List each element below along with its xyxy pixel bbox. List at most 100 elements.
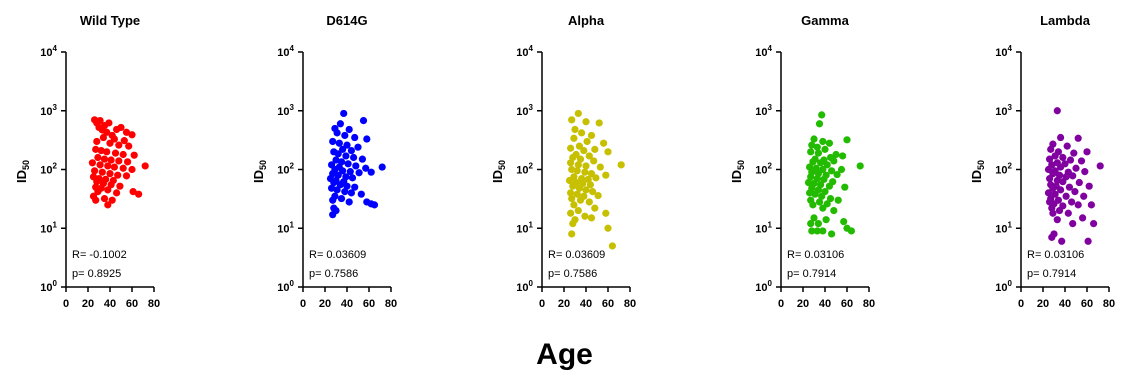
stat-p-value: p= 0.7914 [1027, 268, 1076, 280]
data-point [1071, 188, 1079, 196]
data-point [576, 155, 585, 163]
data-point [825, 139, 834, 147]
x-tick-label: 40 [104, 298, 116, 310]
data-point [91, 167, 99, 175]
data-point [99, 133, 107, 142]
y-tick-exponent: 3 [53, 103, 58, 112]
data-point [826, 194, 835, 203]
data-point [329, 137, 337, 146]
x-tick-label: 80 [148, 298, 160, 310]
data-point [119, 150, 127, 159]
data-point [568, 230, 576, 238]
y-tick-label: 103 [277, 103, 294, 118]
data-point [821, 145, 829, 153]
data-point [1069, 172, 1077, 180]
data-point [358, 155, 366, 163]
data-point [567, 159, 575, 167]
data-point [1057, 163, 1065, 171]
data-point [343, 182, 351, 190]
y-tick-exponent: 4 [290, 44, 295, 53]
data-point [114, 171, 122, 179]
data-point [810, 135, 818, 143]
x-axis-title: Age [536, 338, 593, 371]
y-tick-exponent: 2 [290, 162, 295, 171]
data-point [106, 139, 114, 147]
stat-p-value: p= 0.7586 [309, 268, 358, 280]
data-point [117, 123, 125, 132]
data-point [116, 182, 124, 190]
x-tick-label: 60 [126, 298, 138, 310]
data-point [587, 131, 596, 140]
data-point [573, 190, 581, 198]
data-point [128, 131, 136, 139]
y-tick-label: 104 [995, 44, 1012, 59]
data-point [809, 201, 817, 209]
data-point [602, 209, 610, 217]
data-point [582, 162, 590, 170]
chart-title: Wild Type [80, 13, 140, 28]
data-point [585, 198, 593, 206]
x-tick-label: 20 [82, 298, 94, 310]
y-tick-label: 101 [516, 220, 533, 235]
data-point [839, 152, 847, 160]
data-point [363, 135, 371, 143]
y-axis-title-subscript: 50 [497, 160, 507, 170]
data-point [807, 173, 815, 181]
data-point [100, 194, 109, 203]
y-tick-exponent: 0 [1008, 279, 1013, 288]
data-point [337, 194, 346, 203]
data-point [111, 149, 120, 157]
data-point [348, 174, 357, 182]
data-point [354, 143, 362, 151]
data-point [104, 186, 112, 194]
y-tick-exponent: 4 [53, 44, 58, 53]
data-point [807, 219, 815, 228]
data-point [335, 139, 343, 147]
data-point [814, 219, 823, 228]
data-point [814, 149, 823, 157]
y-axis-title: ID50 [251, 160, 268, 183]
data-point [328, 184, 336, 192]
data-point [570, 201, 578, 209]
data-point [817, 159, 825, 167]
data-point [856, 162, 864, 170]
data-point [585, 152, 593, 160]
data-point [819, 227, 827, 235]
data-point [575, 142, 584, 150]
data-point [604, 148, 612, 156]
data-point [1053, 216, 1061, 224]
data-point [804, 178, 813, 187]
data-point [569, 219, 577, 228]
data-point [815, 120, 824, 128]
data-point [367, 168, 375, 176]
stat-r-value: R= 0.03106 [787, 249, 844, 261]
data-point [92, 145, 100, 153]
data-point [584, 175, 592, 183]
stat-r-value: R= 0.03106 [1027, 249, 1084, 261]
data-point [1065, 183, 1073, 191]
data-point [1085, 182, 1093, 190]
data-point [94, 188, 102, 196]
data-point [809, 158, 817, 166]
data-point [344, 160, 352, 168]
data-point [1049, 209, 1057, 217]
data-point [565, 176, 574, 185]
data-point [93, 178, 101, 186]
data-point [103, 128, 111, 136]
data-point [1096, 162, 1104, 170]
data-point [1068, 198, 1076, 206]
y-tick-exponent: 0 [529, 279, 534, 288]
data-point [359, 116, 368, 125]
data-point [806, 189, 814, 197]
data-point [329, 211, 337, 219]
data-point [125, 142, 133, 150]
x-tick-label: 40 [1059, 298, 1071, 310]
y-tick-label: 104 [755, 44, 772, 59]
data-point [580, 146, 588, 155]
x-tick-label: 0 [539, 298, 545, 310]
y-tick-label: 101 [40, 220, 57, 235]
data-point [591, 145, 599, 153]
x-tick-label: 60 [363, 298, 375, 310]
